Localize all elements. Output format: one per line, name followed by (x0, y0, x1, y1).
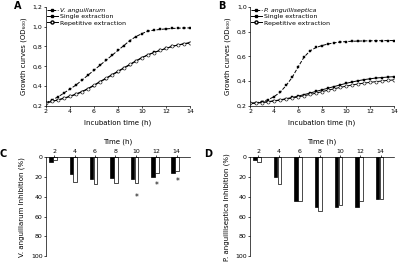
Bar (151, 157, 155, 177)
Bar (294, 157, 298, 201)
Bar (114, 157, 118, 183)
Bar (90, 157, 94, 179)
Text: *: * (134, 193, 138, 202)
Text: *: * (155, 181, 159, 190)
Bar (49, 157, 53, 162)
Bar (257, 157, 261, 162)
Bar (355, 157, 359, 207)
X-axis label: Time (h): Time (h) (308, 138, 337, 145)
Bar (110, 157, 114, 178)
Bar (155, 157, 159, 173)
Bar (298, 157, 302, 201)
Bar (380, 157, 383, 199)
Text: B: B (218, 1, 226, 11)
Bar (335, 157, 338, 207)
Text: A: A (14, 1, 22, 11)
Text: D: D (204, 149, 212, 159)
Y-axis label: Growth curves (OD₆₀₀): Growth curves (OD₆₀₀) (20, 17, 27, 95)
Bar (176, 157, 179, 171)
Bar (318, 157, 322, 211)
Bar (94, 157, 98, 184)
Bar (131, 157, 134, 179)
Legend: V. anguillarum, Single extraction, Repetitive extraction: V. anguillarum, Single extraction, Repet… (47, 7, 126, 25)
Bar (274, 157, 277, 177)
X-axis label: Time (h): Time (h) (103, 138, 132, 145)
Bar (172, 157, 175, 173)
Bar (359, 157, 363, 201)
Text: *: * (175, 177, 179, 186)
Bar (253, 157, 257, 160)
X-axis label: Incubation time (h): Incubation time (h) (288, 120, 356, 126)
Bar (339, 157, 342, 205)
Bar (70, 157, 73, 174)
Bar (314, 157, 318, 207)
Bar (376, 157, 379, 199)
Y-axis label: Growth curves (OD₆₀₀): Growth curves (OD₆₀₀) (225, 17, 231, 95)
Legend: P. anguilliseptica, Single extraction, Repetitive extraction: P. anguilliseptica, Single extraction, R… (251, 7, 330, 25)
Bar (53, 157, 57, 160)
Bar (135, 157, 138, 183)
X-axis label: Incubation time (h): Incubation time (h) (84, 120, 152, 126)
Bar (278, 157, 281, 184)
Bar (74, 157, 77, 182)
Text: C: C (0, 149, 7, 159)
Y-axis label: P. anguilliseptica Inhibition (%): P. anguilliseptica Inhibition (%) (223, 153, 230, 261)
Y-axis label: V. anguillarum Inhibition (%): V. anguillarum Inhibition (%) (19, 157, 25, 257)
